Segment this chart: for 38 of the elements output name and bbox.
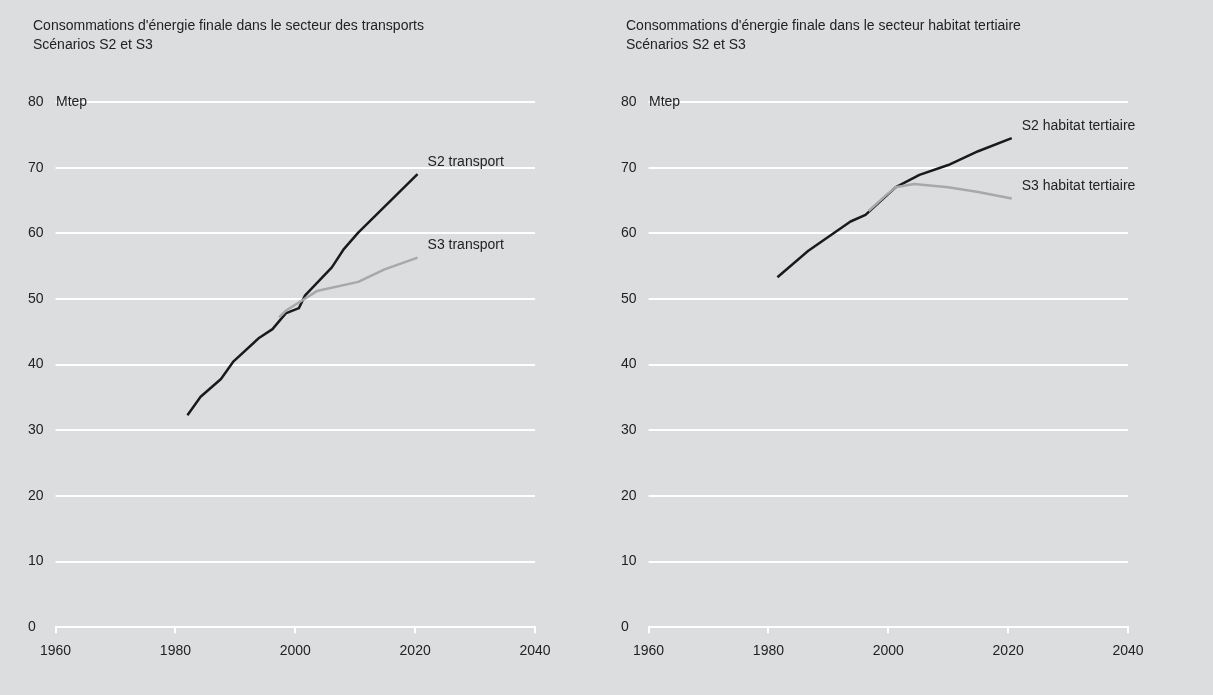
- x-tick-label: 2040: [519, 642, 551, 659]
- x-tick-label: 2000: [279, 642, 312, 659]
- x-tick-label: 2000: [872, 642, 905, 659]
- x-tick-label: 1960: [632, 642, 665, 659]
- series-label: S3 habitat tertiaire: [1021, 177, 1136, 194]
- x-tick-label: 2020: [399, 642, 431, 659]
- y-tick-label: 50: [621, 289, 637, 306]
- y-tick-label: 80: [28, 92, 44, 109]
- chart-subtitle: Scénarios S2 et S3: [626, 36, 746, 52]
- y-tick-label: 70: [28, 158, 44, 175]
- x-tick-label: 1980: [752, 642, 785, 659]
- x-tick-label: 1960: [39, 642, 72, 659]
- chart-title: Consommations d'énergie finale dans le secteur des transports: [33, 17, 424, 33]
- series-label: S2 habitat tertiaire: [1021, 116, 1136, 133]
- y-axis-title: Mtep: [56, 92, 88, 109]
- series-label: S3 transport: [427, 236, 504, 253]
- y-tick-label: 40: [28, 355, 44, 372]
- y-tick-label: 10: [28, 552, 44, 569]
- y-tick-label: 60: [28, 224, 44, 241]
- x-tick-label: 2020: [992, 642, 1024, 659]
- y-tick-label: 20: [621, 486, 637, 503]
- chart-subtitle: Scénarios S2 et S3: [33, 36, 153, 52]
- y-tick-label: 0: [28, 618, 36, 635]
- x-tick-label: 2040: [1112, 642, 1144, 659]
- x-tick-label: 1980: [159, 642, 192, 659]
- chart-title: Consommations d'énergie finale dans le secteur habitat tertiaire: [626, 17, 1021, 33]
- y-tick-label: 30: [28, 421, 44, 438]
- y-axis-title: Mtep: [649, 92, 681, 109]
- y-tick-label: 80: [621, 92, 637, 109]
- series-label: S2 transport: [427, 153, 504, 170]
- y-tick-label: 40: [621, 355, 637, 372]
- y-tick-label: 50: [28, 289, 44, 306]
- y-tick-label: 10: [621, 552, 637, 569]
- y-tick-label: 0: [621, 618, 629, 635]
- y-tick-label: 70: [621, 158, 637, 175]
- y-tick-label: 30: [621, 421, 637, 438]
- y-tick-label: 60: [621, 224, 637, 241]
- y-tick-label: 20: [28, 486, 44, 503]
